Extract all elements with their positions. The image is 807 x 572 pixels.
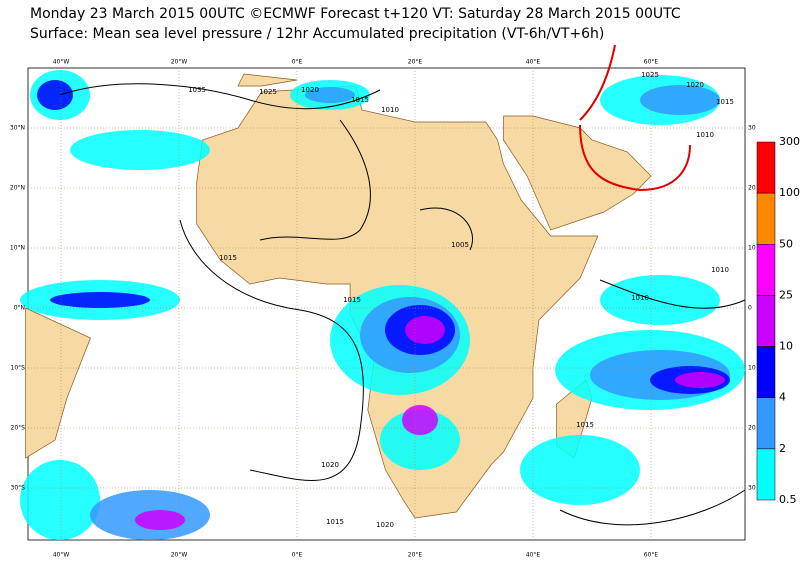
- isobar-label: 1015: [219, 254, 237, 262]
- lon-label: 40°W: [53, 552, 70, 559]
- lon-label: 60°E: [644, 552, 659, 559]
- isobar-label: 1035: [188, 86, 206, 94]
- lat-label: 10°S: [11, 365, 26, 372]
- isobar-label: 1015: [343, 296, 361, 304]
- isobar-label: 1010: [696, 131, 714, 139]
- isobar-label: 1020: [686, 81, 704, 89]
- isobar-label: 1005: [451, 241, 469, 249]
- precip-area: [305, 87, 355, 103]
- legend-label: 300: [779, 135, 800, 148]
- precip-area: [402, 405, 438, 435]
- isobar-label: 1010: [711, 266, 729, 274]
- legend-swatch: [756, 295, 776, 347]
- precip-area: [135, 510, 185, 530]
- legend-swatch: [756, 397, 776, 450]
- isobar-label: 1025: [641, 71, 659, 79]
- precip-area: [37, 80, 73, 110]
- lat-label-right: 0: [748, 305, 752, 312]
- lon-label: 40°E: [526, 552, 541, 559]
- legend-label: 25: [779, 288, 793, 301]
- lat-label: 30°S: [11, 485, 26, 492]
- lat-label: 20°S: [11, 425, 26, 432]
- lon-label: 40°E: [526, 59, 541, 66]
- legend-label: 0.5: [779, 493, 797, 506]
- title-line: Monday 23 March 2015 00UTC ©ECMWF Foreca…: [30, 6, 681, 22]
- legend-swatch: [756, 346, 776, 398]
- legend-swatch: [756, 448, 776, 501]
- lat-label-right: 20: [748, 185, 756, 192]
- map: 40°W 40°W 20°W 20°W 0°E 0°E 20°E 20°E 40°E 40°E 60…: [10, 44, 756, 559]
- isobar-label: 1020: [376, 521, 394, 529]
- isobar-label: 1015: [326, 518, 344, 526]
- lat-label-right: 10: [748, 365, 756, 372]
- legend-swatch: [756, 141, 776, 194]
- lat-label-right: 30: [748, 485, 756, 492]
- lon-label: 20°W: [171, 552, 188, 559]
- legend-label: 50: [779, 237, 793, 250]
- precip-area: [675, 372, 725, 388]
- legend-swatch: [756, 244, 776, 296]
- legend: 300 100 50 25 10 4 2 0.5: [756, 135, 800, 506]
- precip-area: [380, 410, 460, 470]
- legend-label: 4: [779, 391, 786, 404]
- precipitation: [20, 70, 745, 540]
- lon-label: 20°E: [408, 552, 423, 559]
- lon-label: 20°W: [171, 59, 188, 66]
- subtitle-line: Surface: Mean sea level pressure / 12hr …: [30, 26, 604, 42]
- lon-label: 20°E: [408, 59, 423, 66]
- precip-area: [640, 85, 720, 115]
- isobar-label: 1010: [381, 106, 399, 114]
- landmass: [503, 115, 652, 231]
- lat-label: 0°N: [14, 305, 25, 312]
- isobar-label: 1015: [716, 98, 734, 106]
- precip-area: [50, 292, 150, 308]
- precip-area: [600, 275, 720, 325]
- lon-label: 0°E: [292, 552, 303, 559]
- legend-swatch: [756, 192, 776, 245]
- lat-label: 20°N: [10, 185, 25, 192]
- precip-area: [70, 130, 210, 170]
- lat-label-right: 30: [748, 125, 756, 132]
- lat-label: 30°N: [10, 125, 25, 132]
- isobar-label: 1025: [259, 88, 277, 96]
- isobar-label: 1010: [631, 294, 649, 302]
- precip-area: [520, 435, 640, 505]
- lat-label-right: 10: [748, 245, 756, 252]
- isobar-label: 1015: [351, 96, 369, 104]
- isobars: [59, 44, 746, 526]
- legend-label: 10: [779, 340, 793, 353]
- isobar-label: 1020: [321, 461, 339, 469]
- lat-label-right: 20: [748, 425, 756, 432]
- isobar-label: 1020: [301, 86, 319, 94]
- lon-label: 0°E: [292, 59, 303, 66]
- legend-label: 100: [779, 186, 800, 199]
- precip-area: [20, 460, 100, 540]
- lon-label: 60°E: [644, 59, 659, 66]
- lat-label: 10°N: [10, 245, 25, 252]
- lon-label: 40°W: [53, 59, 70, 66]
- legend-label: 2: [779, 442, 786, 455]
- isobar-labels: 1035 1025 1020 1015 1010 1005 1015 1015 1010 1010…: [188, 71, 734, 529]
- precip-area: [405, 316, 445, 344]
- isobar-label: 1015: [576, 421, 594, 429]
